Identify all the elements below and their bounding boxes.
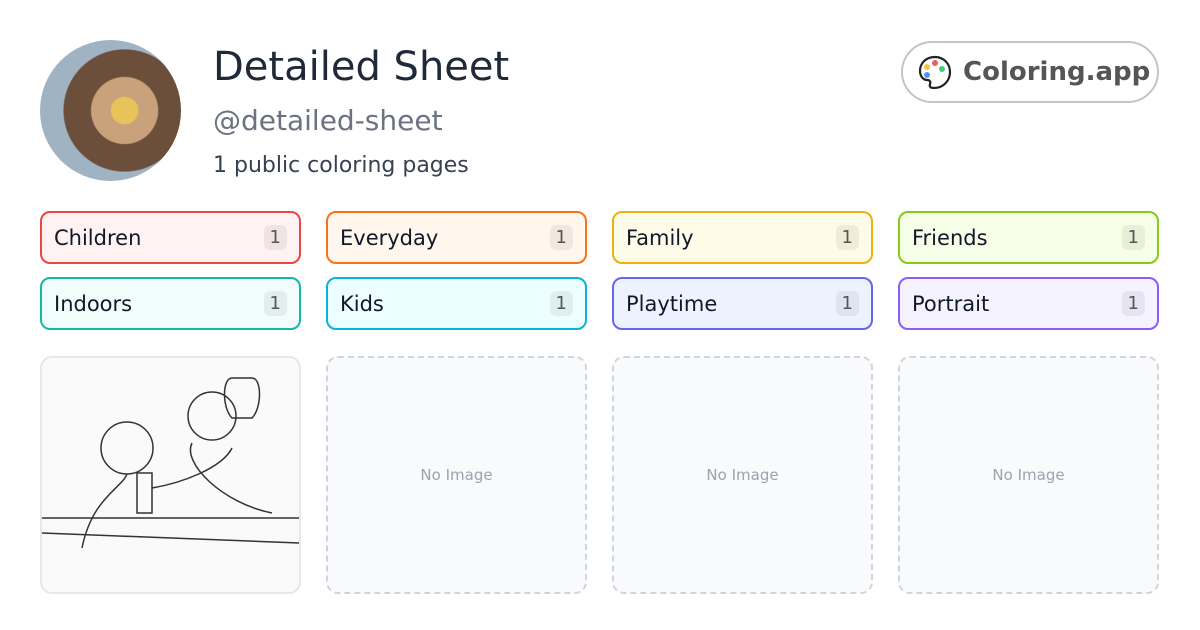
tag-indoors[interactable]: Indoors 1 xyxy=(40,277,301,330)
tag-children[interactable]: Children 1 xyxy=(40,211,301,264)
coloring-page-card[interactable] xyxy=(40,356,301,594)
tag-count: 1 xyxy=(263,291,287,316)
tag-count: 1 xyxy=(1121,225,1145,250)
brand-button[interactable]: Coloring.app xyxy=(901,41,1159,103)
tag-count: 1 xyxy=(263,225,287,250)
no-image-label: No Image xyxy=(706,466,779,484)
empty-card[interactable]: No Image xyxy=(326,356,587,594)
tag-friends[interactable]: Friends 1 xyxy=(898,211,1159,264)
tag-count: 1 xyxy=(1121,291,1145,316)
no-image-label: No Image xyxy=(420,466,493,484)
tag-kids[interactable]: Kids 1 xyxy=(326,277,587,330)
coloring-page-image xyxy=(42,377,299,549)
no-image-label: No Image xyxy=(992,466,1065,484)
brand-label: Coloring.app xyxy=(963,57,1151,87)
empty-card[interactable]: No Image xyxy=(898,356,1159,594)
tag-portrait[interactable]: Portrait 1 xyxy=(898,277,1159,330)
tag-label: Children xyxy=(54,225,142,250)
profile-handle: @detailed-sheet xyxy=(213,104,443,137)
empty-card[interactable]: No Image xyxy=(612,356,873,594)
tag-playtime[interactable]: Playtime 1 xyxy=(612,277,873,330)
tag-label: Indoors xyxy=(54,291,133,316)
tag-everyday[interactable]: Everyday 1 xyxy=(326,211,587,264)
tag-label: Friends xyxy=(912,225,988,250)
tag-count: 1 xyxy=(549,225,573,250)
tag-label: Portrait xyxy=(912,291,990,316)
page-count: 1 public coloring pages xyxy=(213,153,469,178)
tag-family[interactable]: Family 1 xyxy=(612,211,873,264)
avatar xyxy=(40,40,181,181)
tag-label: Kids xyxy=(340,291,384,316)
tag-label: Playtime xyxy=(626,291,718,316)
tag-count: 1 xyxy=(549,291,573,316)
palette-icon xyxy=(918,55,952,90)
tag-label: Everyday xyxy=(340,225,439,250)
tag-count: 1 xyxy=(835,291,859,316)
tag-count: 1 xyxy=(835,225,859,250)
page-title: Detailed Sheet xyxy=(213,44,510,90)
tag-label: Family xyxy=(626,225,694,250)
